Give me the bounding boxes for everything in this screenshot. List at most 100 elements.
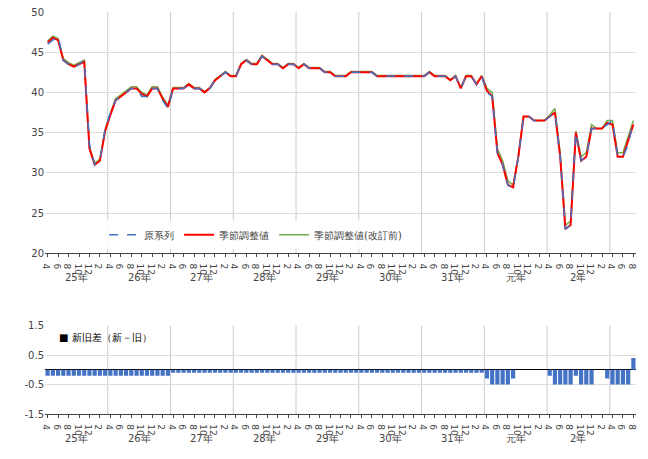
svg-text:12: 12 (522, 424, 532, 435)
svg-text:12: 12 (334, 424, 344, 435)
svg-text:元年: 元年 (506, 433, 526, 444)
svg-text:12: 12 (271, 424, 281, 435)
svg-text:12: 12 (146, 264, 156, 275)
svg-text:4: 4 (606, 424, 616, 430)
svg-text:6: 6 (177, 264, 187, 270)
svg-text:12: 12 (334, 264, 344, 275)
svg-text:30年: 30年 (379, 272, 402, 283)
svg-text:2: 2 (93, 424, 103, 430)
svg-text:6: 6 (428, 424, 438, 430)
svg-text:6: 6 (616, 424, 626, 430)
svg-text:12: 12 (460, 424, 470, 435)
svg-text:6: 6 (114, 264, 124, 270)
svg-text:2: 2 (282, 264, 292, 270)
svg-text:12: 12 (208, 264, 218, 275)
svg-text:元年: 元年 (506, 272, 526, 283)
svg-text:4: 4 (292, 424, 302, 430)
svg-text:2: 2 (533, 264, 543, 270)
svg-text:10: 10 (449, 264, 459, 276)
svg-text:4: 4 (480, 424, 490, 430)
svg-text:45: 45 (31, 47, 44, 58)
svg-text:12: 12 (83, 424, 93, 435)
svg-text:4: 4 (355, 264, 365, 270)
svg-text:4: 4 (41, 264, 51, 270)
svg-text:-0.5: -0.5 (24, 379, 44, 390)
svg-text:8: 8 (125, 424, 135, 430)
svg-text:10: 10 (198, 424, 208, 436)
svg-text:28年: 28年 (253, 272, 276, 283)
svg-text:4: 4 (418, 264, 428, 270)
svg-text:2: 2 (219, 264, 229, 270)
svg-text:10: 10 (386, 264, 396, 276)
svg-text:4: 4 (229, 264, 239, 270)
svg-text:4: 4 (104, 264, 114, 270)
svg-text:35: 35 (31, 127, 44, 138)
svg-text:6: 6 (52, 424, 62, 430)
svg-text:6: 6 (365, 264, 375, 270)
svg-text:8: 8 (627, 264, 637, 270)
svg-text:2: 2 (596, 424, 606, 430)
svg-text:6: 6 (428, 264, 438, 270)
svg-text:20: 20 (31, 248, 44, 259)
svg-text:12: 12 (397, 264, 407, 275)
svg-text:10: 10 (324, 264, 334, 276)
svg-text:8: 8 (376, 424, 386, 430)
svg-text:1.5: 1.5 (28, 320, 44, 331)
svg-text:4: 4 (543, 424, 553, 430)
svg-text:2: 2 (470, 264, 480, 270)
svg-text:8: 8 (439, 424, 449, 430)
svg-text:12: 12 (83, 264, 93, 275)
svg-text:25年: 25年 (65, 272, 88, 283)
svg-text:6: 6 (114, 424, 124, 430)
svg-text:29年: 29年 (316, 433, 339, 444)
svg-text:4: 4 (480, 264, 490, 270)
svg-text:2: 2 (156, 424, 166, 430)
svg-text:6: 6 (177, 424, 187, 430)
svg-text:8: 8 (62, 424, 72, 430)
svg-text:8: 8 (564, 424, 574, 430)
svg-text:12: 12 (208, 424, 218, 435)
svg-text:2: 2 (470, 424, 480, 430)
svg-text:4: 4 (543, 264, 553, 270)
svg-text:-1.5: -1.5 (24, 409, 44, 420)
svg-text:2年: 2年 (570, 272, 586, 283)
svg-text:10: 10 (512, 264, 522, 276)
svg-text:6: 6 (52, 264, 62, 270)
svg-text:8: 8 (250, 424, 260, 430)
svg-text:27年: 27年 (190, 272, 213, 283)
svg-text:28年: 28年 (253, 433, 276, 444)
svg-text:10: 10 (135, 264, 145, 276)
svg-text:12: 12 (522, 264, 532, 275)
svg-text:4: 4 (292, 264, 302, 270)
svg-text:6: 6 (365, 424, 375, 430)
svg-text:原系列: 原系列 (144, 230, 174, 241)
svg-text:12: 12 (585, 264, 595, 275)
svg-text:25年: 25年 (65, 433, 88, 444)
svg-text:10: 10 (198, 264, 208, 276)
svg-text:2: 2 (219, 424, 229, 430)
svg-text:8: 8 (376, 264, 386, 270)
svg-text:4: 4 (167, 264, 177, 270)
svg-text:50: 50 (31, 7, 44, 18)
svg-text:4: 4 (418, 424, 428, 430)
svg-text:27年: 27年 (190, 433, 213, 444)
svg-text:8: 8 (564, 264, 574, 270)
svg-text:4: 4 (41, 424, 51, 430)
svg-text:2: 2 (282, 424, 292, 430)
svg-text:25: 25 (31, 208, 44, 219)
svg-text:10: 10 (135, 424, 145, 436)
svg-text:12: 12 (397, 424, 407, 435)
svg-text:8: 8 (501, 424, 511, 430)
svg-text:2年: 2年 (570, 433, 586, 444)
svg-text:30: 30 (31, 167, 44, 178)
svg-text:8: 8 (313, 264, 323, 270)
svg-text:10: 10 (73, 424, 83, 436)
svg-text:0.5: 0.5 (28, 350, 44, 361)
svg-text:2: 2 (344, 424, 354, 430)
svg-text:12: 12 (146, 424, 156, 435)
svg-text:26年: 26年 (128, 272, 151, 283)
svg-text:10: 10 (73, 264, 83, 276)
svg-text:2: 2 (596, 264, 606, 270)
svg-text:30年: 30年 (379, 433, 402, 444)
svg-text:10: 10 (575, 424, 585, 436)
